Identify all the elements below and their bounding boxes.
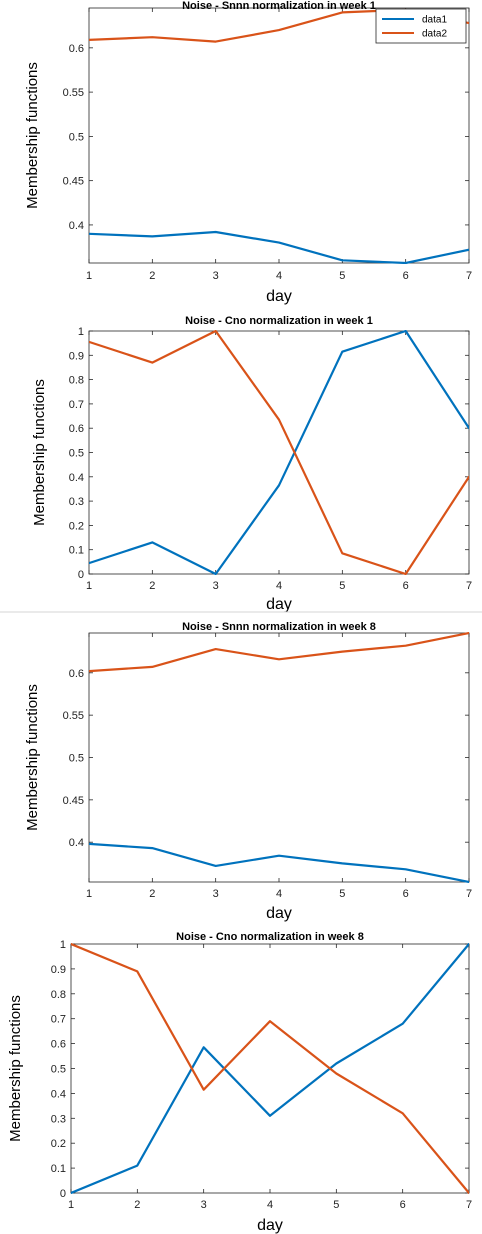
legend-entry: data1 [422, 15, 447, 26]
y-tick-label: 0.4 [69, 837, 84, 849]
chart-title: Noise - Snnn normalization in week 8 [182, 621, 376, 633]
y-tick-label: 0.6 [69, 423, 84, 435]
x-tick-label: 7 [466, 270, 472, 282]
y-tick-label: 0.3 [69, 496, 84, 508]
y-axis-label: Membership functions [24, 62, 41, 209]
x-tick-label: 7 [466, 580, 472, 592]
x-tick-label: 4 [267, 1199, 273, 1211]
y-tick-label: 0.7 [51, 1014, 66, 1026]
legend: data1 data2 [375, 8, 467, 44]
x-tick-label: 2 [149, 270, 155, 282]
y-tick-label: 0.4 [69, 472, 84, 484]
chart-title: Noise - Snnn normalization in week 1 [182, 0, 376, 12]
plot-area [88, 330, 470, 575]
y-tick-label: 0 [60, 1188, 66, 1200]
chart-title: Noise - Cno normalization in week 8 [176, 931, 364, 943]
y-axis-label: Membership functions [7, 995, 24, 1142]
x-tick-label: 3 [213, 580, 219, 592]
y-tick-label: 0.4 [69, 220, 84, 232]
x-tick-label: 2 [149, 888, 155, 900]
y-tick-label: 0.55 [63, 87, 84, 99]
chart-panel-cno-week-1: 1 2 3 4 5 6 7 0 0.1 0.2 0.3 0.4 0.5 0.6 0.7 0.8 0.9 1 Nois… [31, 315, 472, 613]
y-tick-label: 0.45 [63, 795, 84, 807]
series-line-1 [71, 943, 469, 1194]
y-tick-label: 0.2 [69, 520, 84, 532]
chart-panel-cno-week-8: 1 2 3 4 5 6 7 0 0.1 0.2 0.3 0.4 0.5 0.6 0.7 0.8 0.9 1 Nois… [7, 931, 472, 1234]
y-tick-label: 0.7 [69, 399, 84, 411]
y-tick-label: 1 [60, 939, 66, 951]
x-axis-label: day [266, 288, 292, 305]
x-tick-label: 7 [466, 888, 472, 900]
y-tick-label: 0 [78, 569, 84, 581]
x-tick-label: 6 [400, 1199, 406, 1211]
x-axis-label: day [266, 905, 292, 922]
y-axis-label: Membership functions [24, 684, 41, 831]
x-tick-label: 5 [333, 1199, 339, 1211]
x-tick-label: 1 [68, 1199, 74, 1211]
x-tick-label: 6 [403, 888, 409, 900]
x-tick-label: 6 [403, 580, 409, 592]
plot-area [88, 7, 470, 264]
x-tick-label: 7 [466, 1199, 472, 1211]
y-tick-label: 0.4 [51, 1088, 66, 1100]
series-line-1 [89, 330, 469, 575]
y-tick-label: 0.3 [51, 1113, 66, 1125]
x-axis-label: day [266, 596, 292, 613]
x-tick-label: 1 [86, 270, 92, 282]
series-line-1 [89, 842, 469, 883]
x-tick-label: 3 [201, 1199, 207, 1211]
y-tick-label: 0.5 [51, 1064, 66, 1076]
chart-panel-snnn-week-8: 1 2 3 4 5 6 7 0.4 0.45 0.5 0.55 0.6 Noise - Snnn nor… [24, 621, 472, 922]
y-tick-label: 0.5 [69, 131, 84, 143]
chart-title: Noise - Cno normalization in week 1 [185, 315, 373, 327]
plot-area [70, 943, 470, 1194]
series-line-2 [89, 632, 469, 673]
y-tick-label: 0.5 [69, 448, 84, 460]
chart-panel-snnn-week-1: 1 2 3 4 5 6 7 0.4 0.45 0.5 0.55 0.6 data1 data2 Noise … [24, 0, 472, 305]
y-tick-label: 0.8 [51, 989, 66, 1001]
x-tick-label: 2 [134, 1199, 140, 1211]
x-tick-label: 5 [339, 270, 345, 282]
y-tick-label: 0.45 [63, 176, 84, 188]
legend-entry: data2 [422, 29, 447, 40]
y-tick-label: 1 [78, 326, 84, 338]
y-tick-label: 0.1 [69, 545, 84, 557]
x-tick-label: 3 [213, 270, 219, 282]
y-tick-label: 0.8 [69, 375, 84, 387]
y-tick-label: 0.9 [51, 964, 66, 976]
series-line-2 [71, 943, 469, 1194]
y-tick-label: 0.1 [51, 1163, 66, 1175]
legend-box [375, 8, 467, 44]
x-tick-label: 4 [276, 580, 282, 592]
plot-area [88, 632, 470, 883]
y-tick-label: 0.55 [63, 710, 84, 722]
x-tick-label: 5 [339, 888, 345, 900]
x-tick-label: 1 [86, 888, 92, 900]
y-tick-label: 0.6 [69, 668, 84, 680]
x-tick-label: 4 [276, 888, 282, 900]
x-tick-label: 1 [86, 580, 92, 592]
x-tick-label: 5 [339, 580, 345, 592]
y-tick-label: 0.5 [69, 753, 84, 765]
x-tick-label: 2 [149, 580, 155, 592]
y-tick-label: 0.9 [69, 350, 84, 362]
series-line-2 [89, 330, 469, 575]
x-tick-label: 4 [276, 270, 282, 282]
y-axis-label: Membership functions [31, 379, 48, 526]
y-tick-label: 0.6 [51, 1039, 66, 1051]
y-tick-label: 0.6 [69, 43, 84, 55]
x-tick-label: 3 [213, 888, 219, 900]
x-axis-label: day [257, 1217, 283, 1234]
series-line-1 [89, 230, 469, 264]
y-tick-label: 0.2 [51, 1138, 66, 1150]
x-tick-label: 6 [403, 270, 409, 282]
